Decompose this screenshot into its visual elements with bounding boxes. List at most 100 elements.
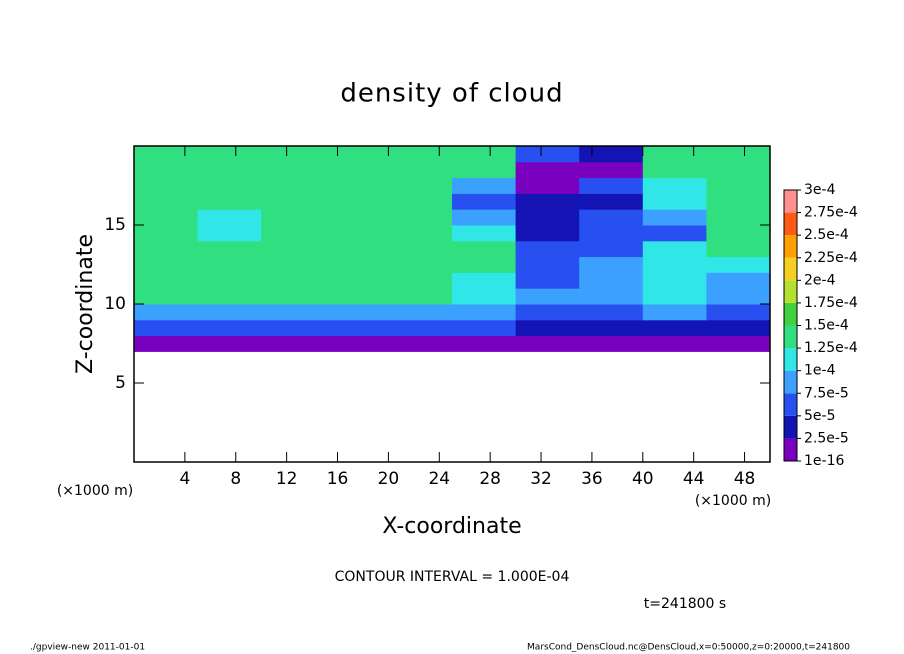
colorbar-band — [784, 438, 797, 461]
cell — [515, 256, 580, 273]
cell — [706, 209, 771, 226]
cell — [452, 193, 517, 210]
cell — [324, 209, 389, 226]
cell — [134, 256, 199, 273]
x-tick-label: 24 — [428, 469, 450, 489]
y-tick-label: 5 — [115, 373, 126, 393]
cell — [197, 225, 262, 242]
x-tick-label: 28 — [479, 469, 501, 489]
cell — [388, 209, 453, 226]
cell — [515, 225, 580, 242]
cell — [452, 335, 517, 352]
cell — [642, 240, 707, 258]
cell — [134, 193, 199, 210]
cell — [388, 304, 453, 321]
y-axis-label: Z-coordinate — [73, 234, 98, 374]
footer-right: MarsCond_DensCloud.nc@DensCloud,x=0:5000… — [527, 643, 850, 653]
cell — [261, 288, 326, 305]
x-tick-label: 20 — [378, 469, 400, 489]
cell — [642, 319, 707, 337]
x-tick-label: 40 — [632, 469, 654, 489]
cell — [706, 146, 771, 163]
cell — [515, 319, 580, 337]
cell — [197, 240, 262, 258]
cell — [579, 161, 644, 179]
cell — [452, 272, 517, 289]
cell — [579, 272, 644, 289]
cell — [452, 225, 517, 242]
colorbar-band — [784, 212, 797, 236]
contour-note: CONTOUR INTERVAL = 1.000E-04 — [335, 569, 570, 585]
cell — [452, 161, 517, 179]
x-tick-label: 16 — [327, 469, 349, 489]
cell — [324, 161, 389, 179]
cell — [197, 335, 262, 352]
cell — [197, 193, 262, 210]
cell — [388, 161, 453, 179]
cell — [388, 319, 453, 337]
colorbar-label: 5e-5 — [804, 408, 835, 424]
cell — [642, 161, 707, 179]
cell — [515, 288, 580, 305]
cell — [642, 225, 707, 242]
cell — [261, 146, 326, 163]
cell — [261, 225, 326, 242]
cell — [706, 335, 771, 352]
cell — [579, 256, 644, 273]
cell — [579, 304, 644, 321]
cell — [706, 256, 771, 273]
x-tick-label: 4 — [179, 469, 190, 489]
cell — [324, 240, 389, 258]
cell — [324, 225, 389, 242]
x-tick-label: 48 — [734, 469, 756, 489]
cell — [642, 288, 707, 305]
cell — [706, 288, 771, 305]
cell — [197, 161, 262, 179]
x-tick-label: 36 — [581, 469, 603, 489]
time-note: t=241800 s — [644, 596, 726, 612]
cell — [388, 225, 453, 242]
colorbar-label: 2e-4 — [804, 272, 836, 288]
cell — [197, 256, 262, 273]
cell — [515, 193, 580, 210]
cell — [324, 304, 389, 321]
cell — [261, 193, 326, 210]
cell — [388, 240, 453, 258]
cell — [261, 319, 326, 337]
cell — [515, 146, 580, 163]
cell — [579, 240, 644, 258]
colorbar-label: 7.5e-5 — [804, 385, 849, 401]
cell — [261, 209, 326, 226]
cell — [261, 272, 326, 289]
cell — [388, 288, 453, 305]
cell — [197, 304, 262, 321]
cell — [134, 335, 199, 352]
y-tick-label: 10 — [104, 294, 126, 314]
cell — [642, 256, 707, 273]
x-tick-label: 8 — [230, 469, 241, 489]
cell — [579, 319, 644, 337]
cell — [324, 319, 389, 337]
cell — [324, 272, 389, 289]
cell — [197, 272, 262, 289]
colorbar-label: 1.25e-4 — [804, 340, 858, 356]
colorbar-band — [784, 257, 797, 281]
colorbar-band — [784, 280, 797, 303]
cell — [579, 146, 644, 163]
cell — [452, 209, 517, 226]
cell — [261, 335, 326, 352]
cell — [197, 288, 262, 305]
cell — [579, 209, 644, 226]
x-tick-label: 44 — [683, 469, 705, 489]
x-unit: (×1000 m) — [695, 493, 771, 509]
cell — [452, 177, 517, 194]
colorbar-band — [784, 415, 797, 439]
cell — [388, 193, 453, 210]
cell — [261, 256, 326, 273]
cell — [324, 335, 389, 352]
cell — [134, 146, 199, 163]
cell — [134, 225, 199, 242]
colorbar-label: 2.5e-5 — [804, 430, 849, 446]
cell — [515, 209, 580, 226]
